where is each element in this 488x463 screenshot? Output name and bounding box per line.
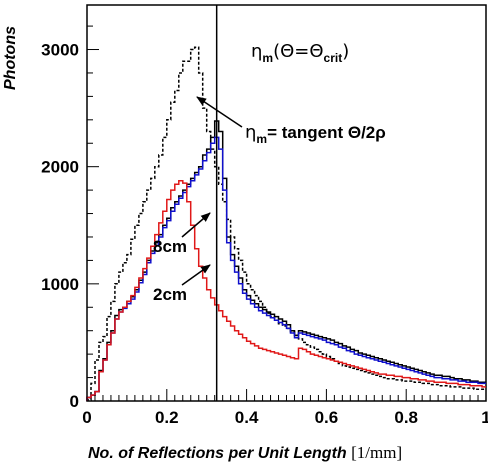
eta-crit-close: ) [342, 41, 349, 62]
y-tick-label: 2000 [41, 158, 79, 177]
x-tick-label: 0 [82, 408, 91, 427]
x-tick-label: 1 [481, 408, 488, 427]
y-tick-label: 1000 [41, 275, 79, 294]
series-line-2 [86, 136, 486, 401]
crit-subscript: crit [324, 51, 343, 65]
arrow-8cm [181, 212, 211, 238]
eta-subscript: m [262, 51, 273, 65]
eta-subscript-2: m [256, 132, 267, 146]
y-tick-label: 3000 [41, 41, 79, 60]
x-tick-label: 0.2 [155, 408, 179, 427]
x-axis-title-group: No. of Reflections per Unit Length [1/mm… [88, 443, 402, 462]
label-2cm: 2cm [153, 285, 187, 304]
eta-symbol: η [251, 41, 262, 62]
y-axis-title: Photons [2, 26, 19, 90]
annotation-eta-tangent: ηm= tangent Θ/2ρ [245, 122, 386, 146]
x-tick-label: 0.8 [394, 408, 418, 427]
x-tick-label: 0.6 [315, 408, 339, 427]
eta-symbol-2: η [245, 122, 256, 143]
series-layer [86, 46, 486, 401]
arrow-2cm [181, 264, 211, 286]
label-8cm: 8cm [153, 237, 187, 256]
y-tick-label: 0 [70, 392, 79, 411]
x-axis-title: No. of Reflections per Unit Length [88, 445, 347, 462]
eta-tangent-text: = tangent Θ/2ρ [267, 123, 386, 142]
series-line-0 [86, 46, 486, 401]
x-axis-unit: [1/mm] [351, 443, 402, 462]
eta-crit-text: (Θ=Θ [273, 41, 323, 62]
plot-frame [86, 4, 487, 402]
ticks-layer: 0 0.2 0.4 0.6 0.8 1 0 1000 2000 3000 [41, 25, 488, 427]
plot-border [86, 4, 487, 402]
x-tick-label: 0.4 [235, 408, 259, 427]
series-line-3 [86, 179, 486, 401]
arrow-eta-tangent [196, 96, 243, 128]
annotation-eta-crit: ηm(Θ=Θcrit) [251, 41, 349, 65]
